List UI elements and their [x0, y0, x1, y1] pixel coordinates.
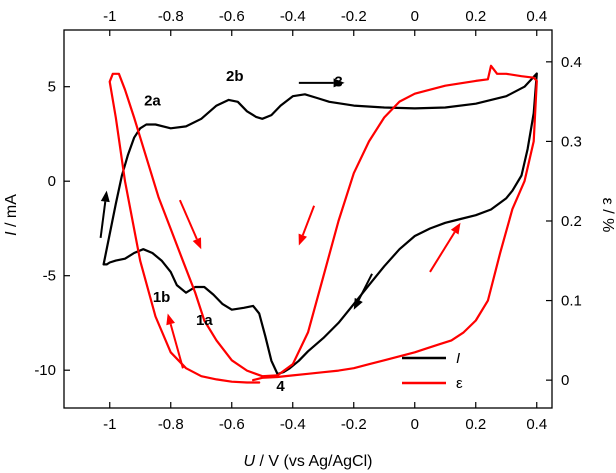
peak-label: 2a	[144, 93, 161, 110]
legend-label-epsilon: ε	[456, 375, 463, 392]
plot-frame	[63, 29, 553, 409]
top-tick-label: -1	[103, 8, 116, 25]
top-tick-label: -0.2	[341, 8, 367, 25]
direction-arrowhead	[333, 78, 345, 88]
direction-arrowhead	[192, 237, 202, 250]
direction-arrow	[99, 201, 107, 239]
ticks: -1 -0.8 -0.6 -0.4 -0.2 0 0.2 0.4 -1 -0.8 -0.6 -0.4 -…	[34, 8, 582, 433]
top-tick-label: 0.4	[526, 8, 547, 25]
top-tick-label: 0	[411, 8, 419, 25]
y-tick-label: 5	[48, 79, 56, 96]
direction-arrowhead	[298, 233, 307, 246]
y2-axis-label: ε / %	[599, 198, 616, 233]
x-tick-label: -0.6	[219, 416, 245, 433]
y-tick-label: 0	[48, 173, 56, 190]
direction-arrowhead	[450, 222, 461, 235]
top-tick-label: -0.6	[219, 8, 245, 25]
series-line-strain	[108, 64, 538, 384]
direction-arrowhead	[100, 190, 110, 203]
y2-tick-label: 0	[561, 372, 569, 389]
direction-arrowhead	[166, 313, 175, 326]
x-tick-label: -0.2	[341, 416, 367, 433]
peak-annotations: 1a 1b 2a 2b 3 4	[144, 68, 343, 395]
peak-label: 1a	[196, 312, 213, 329]
peak-label: 1b	[153, 289, 171, 306]
x-tick-label: 0.2	[465, 416, 486, 433]
direction-arrow	[178, 199, 198, 240]
x-tick-label: -1	[103, 416, 116, 433]
legend: I ε	[402, 350, 463, 392]
direction-arrow	[301, 205, 316, 236]
legend-label-i: I	[456, 350, 460, 367]
y2-tick-label: 0.4	[561, 54, 582, 71]
x-axis-label: U / V (vs Ag/AgCl)	[244, 453, 373, 470]
x-tick-label: 0	[411, 416, 419, 433]
peak-label: 4	[276, 378, 285, 395]
direction-arrow	[357, 273, 373, 301]
series-line-current	[102, 72, 538, 376]
top-tick-label: 0.2	[465, 8, 486, 25]
axes	[63, 29, 553, 409]
x-tick-label: -0.8	[158, 416, 184, 433]
y2-tick-label: 0.1	[561, 293, 582, 310]
y-tick-label: -5	[43, 268, 56, 285]
direction-arrows	[99, 78, 461, 369]
direction-arrowhead	[353, 297, 363, 310]
y2-tick-label: 0.3	[561, 133, 582, 150]
y-axis-label: I / mA	[3, 194, 20, 236]
peak-label: 3	[334, 74, 342, 91]
direction-arrow	[429, 231, 456, 273]
x-tick-label: 0.4	[526, 416, 547, 433]
y2-tick-label: 0.2	[561, 213, 582, 230]
direction-arrow	[169, 323, 184, 369]
top-tick-label: -0.4	[280, 8, 306, 25]
top-tick-label: -0.8	[158, 8, 184, 25]
y-tick-label: -10	[34, 362, 56, 379]
peak-label: 2b	[226, 68, 244, 85]
data-series	[102, 64, 538, 384]
x-tick-label: -0.4	[280, 416, 306, 433]
